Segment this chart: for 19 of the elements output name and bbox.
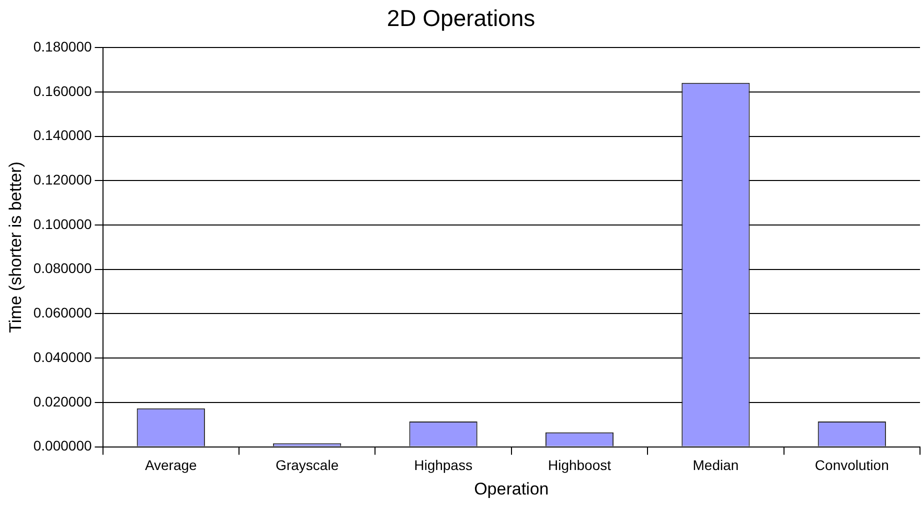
x-tick-label: Highboost	[548, 457, 612, 474]
x-tick-label: Grayscale	[276, 457, 339, 474]
y-tick-label: 0.080000	[33, 260, 92, 276]
y-axis-title: Time (shorter is better)	[6, 162, 25, 333]
chart-title: 2D Operations	[386, 5, 536, 32]
x-tick-label: Median	[692, 457, 739, 474]
y-tick-label: 0.060000	[33, 304, 92, 321]
y-tick-label: 0.120000	[33, 172, 92, 188]
y-tick-label: 0.020000	[33, 393, 92, 410]
x-tick-label: Highpass	[414, 457, 472, 474]
y-tick-label: 0.160000	[33, 82, 92, 99]
y-tick-label: 0.140000	[33, 127, 92, 144]
y-tick-label: 0.000000	[33, 438, 92, 454]
x-tick-label: Average	[144, 457, 198, 474]
y-tick-label: 0.100000	[33, 216, 92, 232]
x-tick-label: Convolution	[814, 457, 889, 474]
x-axis-title: Operation	[474, 479, 549, 498]
y-tick-label: 0.040000	[33, 348, 92, 365]
y-tick-label: 0.180000	[33, 38, 92, 54]
